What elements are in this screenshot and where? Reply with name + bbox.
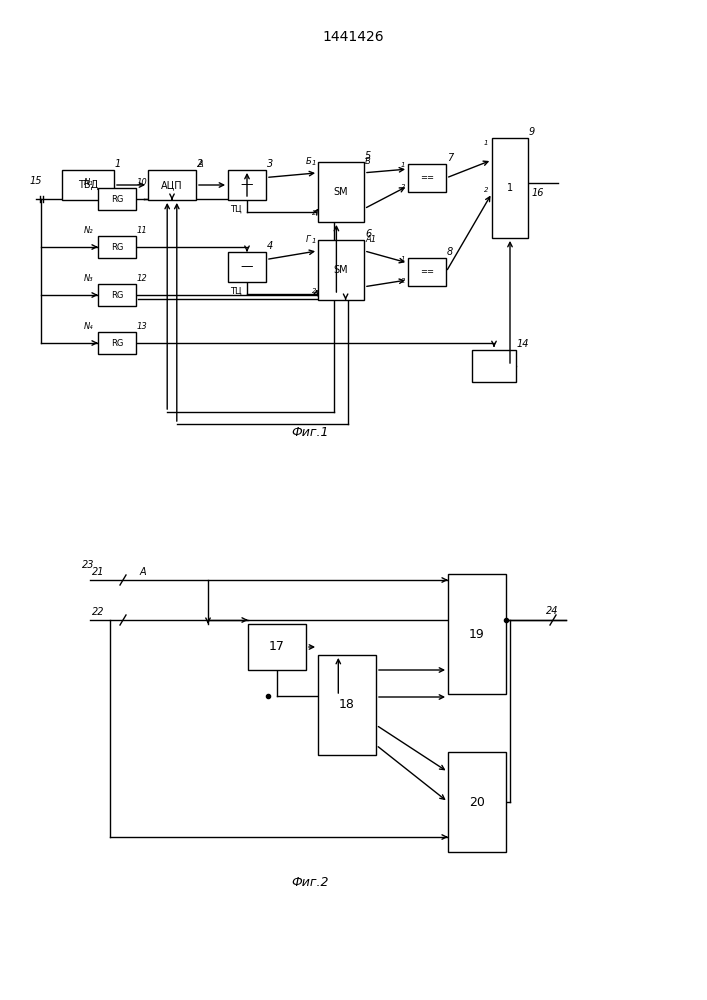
Text: RG: RG <box>111 338 123 348</box>
Text: 14: 14 <box>517 339 530 349</box>
Text: A: A <box>140 567 146 577</box>
Text: 6: 6 <box>365 229 371 239</box>
Bar <box>318 162 364 222</box>
Text: 16: 16 <box>532 188 544 198</box>
Text: N₃: N₃ <box>84 274 93 283</box>
Text: 1: 1 <box>312 238 317 244</box>
Text: 1: 1 <box>484 140 489 146</box>
Text: RG: RG <box>111 242 123 251</box>
Bar <box>408 164 446 192</box>
Bar <box>98 188 136 210</box>
Text: 1441426: 1441426 <box>322 30 384 44</box>
Text: N₂: N₂ <box>84 226 93 235</box>
Text: 11: 11 <box>137 226 148 235</box>
Bar <box>62 170 114 200</box>
Text: 2: 2 <box>312 288 317 294</box>
Text: SM: SM <box>334 187 349 197</box>
Text: 8: 8 <box>447 247 453 257</box>
Text: 1: 1 <box>507 183 513 193</box>
Bar <box>228 252 266 282</box>
Text: 13: 13 <box>137 322 148 331</box>
Text: RG: RG <box>111 290 123 300</box>
Text: ТЦ: ТЦ <box>230 205 242 214</box>
Text: ==: == <box>420 174 434 182</box>
Text: 12: 12 <box>137 274 148 283</box>
Bar <box>228 170 266 200</box>
Text: 2: 2 <box>484 187 489 193</box>
Text: 18: 18 <box>339 698 355 712</box>
Text: Б: Б <box>306 157 312 166</box>
Text: 1: 1 <box>115 159 121 169</box>
Text: 1: 1 <box>401 162 406 168</box>
Text: 22: 22 <box>92 607 105 617</box>
Text: 1: 1 <box>312 160 317 166</box>
Bar <box>98 236 136 258</box>
Text: ТВД: ТВД <box>78 180 98 190</box>
Text: N₁: N₁ <box>84 178 93 187</box>
Text: 2: 2 <box>401 184 406 190</box>
Bar <box>472 350 516 382</box>
Text: 20: 20 <box>469 796 485 808</box>
Text: 2: 2 <box>197 159 203 169</box>
Text: А1: А1 <box>365 235 376 244</box>
Text: RG: RG <box>111 194 123 204</box>
Text: 23: 23 <box>82 560 95 570</box>
Text: N₄: N₄ <box>84 322 93 331</box>
Text: A: A <box>197 160 203 169</box>
Text: 19: 19 <box>469 628 485 641</box>
Text: 2: 2 <box>312 210 317 216</box>
Bar <box>448 752 506 852</box>
Bar <box>98 284 136 306</box>
Text: 24: 24 <box>546 606 559 616</box>
Text: 10: 10 <box>137 178 148 187</box>
Text: 1: 1 <box>401 256 406 262</box>
Text: 15: 15 <box>30 176 42 186</box>
Text: ==: == <box>420 267 434 276</box>
Text: 17: 17 <box>269 641 285 654</box>
Text: Г: Г <box>306 235 310 244</box>
Text: SM: SM <box>334 265 349 275</box>
Text: 3: 3 <box>267 159 273 169</box>
Text: 2: 2 <box>401 278 406 284</box>
Text: Фиг.2: Фиг.2 <box>291 876 329 888</box>
Bar <box>248 624 306 670</box>
Bar <box>148 170 196 200</box>
Bar <box>492 138 528 238</box>
Text: 5: 5 <box>365 151 371 161</box>
Text: 21: 21 <box>92 567 105 577</box>
Bar <box>318 655 376 755</box>
Text: 4: 4 <box>267 241 273 251</box>
Bar <box>318 240 364 300</box>
Text: Фиг.1: Фиг.1 <box>291 426 329 438</box>
Bar <box>448 574 506 694</box>
Text: B: B <box>365 157 370 166</box>
Text: 9: 9 <box>529 127 535 137</box>
Bar <box>98 332 136 354</box>
Text: АЦП: АЦП <box>161 180 183 190</box>
Text: 7: 7 <box>447 153 453 163</box>
Text: ТЦ: ТЦ <box>230 287 242 296</box>
Bar <box>408 258 446 286</box>
Text: —: — <box>241 178 253 192</box>
Text: —: — <box>241 260 253 273</box>
